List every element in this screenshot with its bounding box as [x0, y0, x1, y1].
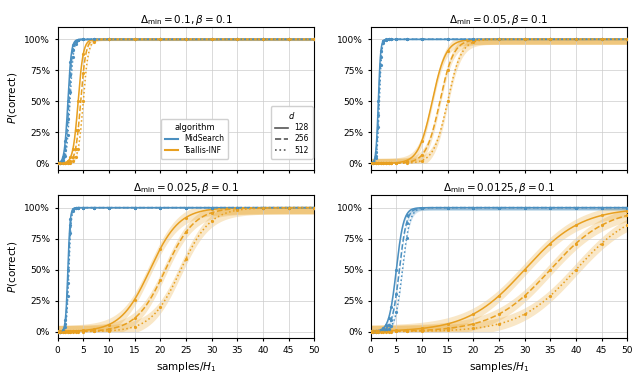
Title: $\Delta_{\min} = 0.025, \beta = 0.1$: $\Delta_{\min} = 0.025, \beta = 0.1$	[133, 181, 239, 195]
Title: $\Delta_{\min} = 0.1, \beta = 0.1$: $\Delta_{\min} = 0.1, \beta = 0.1$	[140, 13, 232, 27]
X-axis label: samples/$H_1$: samples/$H_1$	[468, 360, 529, 374]
Title: $\Delta_{\min} = 0.05, \beta = 0.1$: $\Delta_{\min} = 0.05, \beta = 0.1$	[449, 13, 548, 27]
Legend: 128, 256, 512: 128, 256, 512	[271, 106, 313, 159]
X-axis label: samples/$H_1$: samples/$H_1$	[156, 360, 216, 374]
Y-axis label: $P$(correct): $P$(correct)	[6, 240, 19, 293]
Title: $\Delta_{\min} = 0.0125, \beta = 0.1$: $\Delta_{\min} = 0.0125, \beta = 0.1$	[443, 181, 555, 195]
Y-axis label: $P$(correct): $P$(correct)	[6, 72, 19, 124]
